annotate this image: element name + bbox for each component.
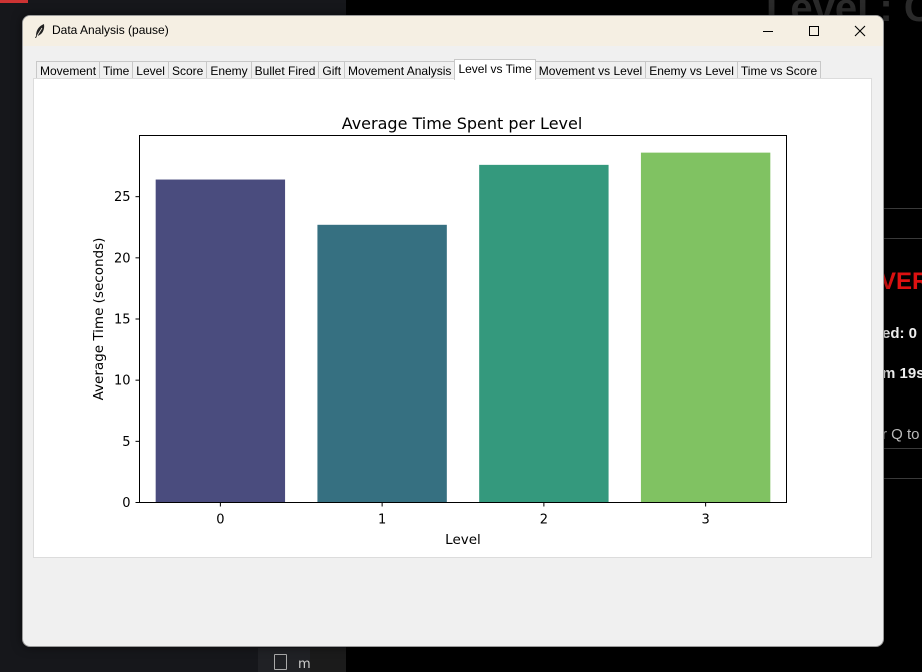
- tab-time-vs-score[interactable]: Time vs Score: [736, 61, 822, 80]
- background-stat-line: ed: 0: [882, 325, 918, 342]
- y-tick-label: 15: [114, 313, 131, 328]
- chart-panel: Average Time Spent per Level 0 5 10 15 20 25 …: [33, 78, 872, 558]
- background-file-tab[interactable]: m: [258, 648, 311, 672]
- tab-movement-analysis[interactable]: Movement Analysis: [344, 61, 456, 80]
- window-title: Data Analysis (pause): [52, 23, 169, 37]
- bar-level-0: [155, 179, 286, 503]
- maximize-icon: [809, 26, 819, 36]
- x-axis-label: Level: [445, 532, 481, 548]
- background-file-tab-extra: [310, 648, 346, 672]
- notebook-tabs: Movement Time Level Score Enemy Bullet Fired G…: [36, 59, 822, 80]
- close-button[interactable]: [837, 16, 883, 46]
- background-file-label: m: [298, 657, 311, 672]
- x-tick-label: 0: [216, 513, 224, 528]
- title-bar[interactable]: Data Analysis (pause): [23, 16, 883, 46]
- tab-score[interactable]: Score: [167, 61, 208, 80]
- y-tick-label: 5: [122, 435, 130, 450]
- minimize-button[interactable]: [745, 16, 791, 46]
- y-axis-label: Average Time (seconds): [91, 238, 107, 401]
- feather-icon: [35, 24, 45, 38]
- x-tick-label: 1: [378, 513, 386, 528]
- maximize-button[interactable]: [791, 16, 837, 46]
- background-accent-strip: [0, 0, 28, 3]
- background-hint-line: r Q to: [882, 426, 920, 443]
- tab-gift[interactable]: Gift: [318, 61, 346, 80]
- background-divider: [882, 448, 922, 449]
- bar-level-2: [479, 164, 609, 503]
- x-tick-label: 3: [701, 513, 709, 528]
- tab-level-vs-time[interactable]: Level vs Time: [454, 59, 536, 80]
- minimize-icon: [763, 31, 773, 32]
- close-icon: [854, 25, 866, 37]
- bar-chart: Average Time Spent per Level 0510152025 …: [91, 114, 787, 548]
- file-icon: [274, 654, 287, 670]
- chart-title: Average Time Spent per Level: [342, 114, 583, 133]
- tab-bullet-fired[interactable]: Bullet Fired: [250, 61, 320, 80]
- bar-level-1: [317, 224, 447, 503]
- tab-level[interactable]: Level: [132, 61, 169, 80]
- background-divider: [882, 478, 922, 479]
- tab-enemy-vs-level[interactable]: Enemy vs Level: [645, 61, 738, 80]
- y-tick-label: 10: [114, 374, 131, 389]
- y-tick-label: 0: [122, 496, 130, 511]
- data-analysis-window: Data Analysis (pause) Movement Time Level S…: [22, 15, 884, 647]
- y-tick-label: 25: [114, 190, 131, 205]
- tab-time[interactable]: Time: [99, 61, 134, 80]
- background-game-over-text: VER: [880, 268, 922, 295]
- background-divider: [882, 238, 922, 239]
- tab-movement-vs-level[interactable]: Movement vs Level: [534, 61, 647, 80]
- background-divider: [882, 208, 922, 209]
- tab-enemy[interactable]: Enemy: [206, 61, 252, 80]
- background-stat-line: m 19s: [882, 365, 922, 382]
- bar-level-3: [640, 152, 771, 503]
- x-tick-label: 2: [540, 513, 548, 528]
- y-tick-label: 20: [114, 251, 131, 266]
